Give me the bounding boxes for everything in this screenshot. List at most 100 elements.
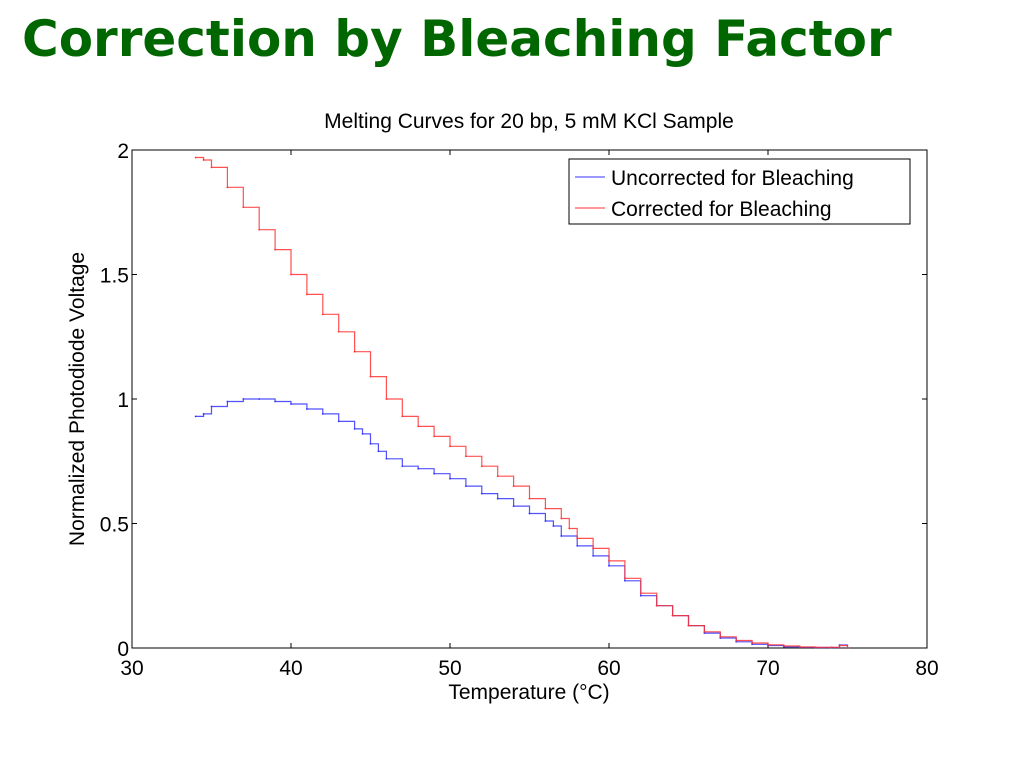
data-point-uncorrected bbox=[624, 579, 626, 582]
data-point-corrected bbox=[767, 643, 769, 646]
data-point-uncorrected bbox=[385, 457, 388, 460]
data-point-uncorrected bbox=[449, 477, 451, 480]
y-axis-label: Normalized Photodiode Voltage bbox=[66, 252, 89, 546]
data-point-uncorrected bbox=[361, 432, 364, 435]
data-point-uncorrected bbox=[512, 505, 515, 507]
data-point-uncorrected bbox=[576, 545, 579, 547]
data-point-corrected bbox=[465, 455, 467, 458]
series-line-corrected bbox=[195, 156, 849, 648]
data-point-corrected bbox=[624, 577, 626, 580]
data-point-uncorrected bbox=[337, 420, 340, 423]
data-point-corrected bbox=[592, 547, 594, 550]
data-point-corrected bbox=[512, 485, 515, 488]
data-point-corrected bbox=[353, 350, 356, 353]
data-point-corrected bbox=[417, 425, 420, 428]
data-point-corrected bbox=[576, 537, 579, 540]
data-point-uncorrected bbox=[226, 400, 229, 403]
data-point-corrected bbox=[838, 644, 841, 647]
x-tick-label: 70 bbox=[756, 657, 779, 680]
y-tick-label: 1 bbox=[117, 389, 129, 412]
data-point-corrected bbox=[258, 228, 261, 231]
data-point-uncorrected bbox=[258, 398, 261, 400]
data-point-corrected bbox=[846, 647, 849, 649]
data-point-corrected bbox=[655, 604, 658, 607]
data-point-corrected bbox=[321, 313, 324, 316]
data-point-uncorrected bbox=[544, 520, 547, 522]
data-point-corrected bbox=[719, 635, 722, 638]
x-axis-label: Temperature (°C) bbox=[448, 681, 609, 704]
data-point-corrected bbox=[401, 415, 404, 418]
data-point-corrected bbox=[544, 507, 547, 510]
y-tick-label: 0 bbox=[117, 638, 129, 661]
x-tick-label: 30 bbox=[120, 657, 143, 680]
data-point-corrected bbox=[560, 517, 563, 520]
data-point-corrected bbox=[608, 559, 610, 562]
y-tick-label: 0.5 bbox=[100, 514, 129, 537]
chart-title: Melting Curves for 20 bp, 5 mM KCl Sampl… bbox=[324, 110, 734, 133]
data-point-uncorrected bbox=[321, 413, 324, 415]
data-point-corrected bbox=[671, 614, 674, 617]
legend: Uncorrected for Bleaching Corrected for … bbox=[568, 158, 911, 225]
data-point-uncorrected bbox=[290, 403, 292, 405]
data-point-corrected bbox=[783, 645, 785, 647]
x-tick-label: 40 bbox=[279, 657, 302, 680]
data-point-uncorrected bbox=[202, 413, 205, 415]
x-tick-label: 50 bbox=[438, 657, 461, 680]
data-point-corrected bbox=[290, 273, 292, 276]
data-point-corrected bbox=[449, 445, 451, 448]
data-point-corrected bbox=[751, 642, 753, 644]
data-point-corrected bbox=[242, 206, 245, 209]
data-point-uncorrected bbox=[480, 492, 483, 495]
data-point-corrected bbox=[639, 592, 642, 595]
data-point-uncorrected bbox=[719, 637, 722, 639]
data-point-corrected bbox=[735, 639, 738, 642]
data-point-uncorrected bbox=[608, 564, 610, 567]
data-point-uncorrected bbox=[194, 415, 197, 418]
data-point-corrected bbox=[202, 159, 205, 161]
data-point-corrected bbox=[226, 186, 229, 189]
data-point-corrected bbox=[210, 166, 213, 169]
data-point-corrected bbox=[830, 646, 833, 649]
data-point-corrected bbox=[274, 248, 276, 251]
slide-title: Correction by Bleaching Factor bbox=[22, 10, 892, 68]
data-point-corrected bbox=[568, 527, 571, 530]
data-point-uncorrected bbox=[639, 594, 642, 597]
data-point-uncorrected bbox=[242, 398, 245, 400]
data-point-uncorrected bbox=[417, 467, 420, 470]
data-point-uncorrected bbox=[274, 400, 276, 403]
legend-label-corrected: Corrected for Bleaching bbox=[611, 198, 832, 221]
x-tick-label: 60 bbox=[597, 657, 620, 680]
data-point-uncorrected bbox=[592, 554, 594, 557]
data-point-uncorrected bbox=[210, 405, 213, 408]
data-point-uncorrected bbox=[306, 408, 308, 410]
data-point-uncorrected bbox=[496, 497, 499, 500]
legend-box bbox=[568, 158, 911, 225]
data-point-corrected bbox=[798, 646, 801, 648]
data-point-corrected bbox=[194, 156, 197, 159]
data-point-corrected bbox=[385, 398, 388, 400]
x-tick-label: 80 bbox=[915, 657, 938, 680]
data-point-uncorrected bbox=[528, 512, 531, 515]
data-point-corrected bbox=[433, 435, 435, 438]
data-point-corrected bbox=[337, 330, 340, 333]
y-tick-label: 1.5 bbox=[100, 265, 129, 288]
data-point-uncorrected bbox=[433, 472, 435, 475]
data-point-uncorrected bbox=[369, 442, 372, 445]
data-point-uncorrected bbox=[353, 427, 356, 430]
series-layer bbox=[194, 156, 849, 649]
data-point-corrected bbox=[496, 475, 499, 478]
data-point-corrected bbox=[306, 293, 308, 296]
data-point-uncorrected bbox=[401, 465, 404, 468]
data-point-corrected bbox=[369, 375, 372, 378]
data-point-uncorrected bbox=[377, 450, 380, 453]
data-point-corrected bbox=[480, 465, 483, 468]
data-point-uncorrected bbox=[552, 525, 555, 527]
data-point-uncorrected bbox=[465, 485, 467, 488]
data-point-uncorrected bbox=[735, 640, 738, 643]
y-tick-label: 2 bbox=[117, 140, 129, 163]
data-point-corrected bbox=[814, 646, 817, 649]
data-point-corrected bbox=[528, 497, 531, 500]
data-point-corrected bbox=[687, 624, 690, 627]
data-point-uncorrected bbox=[560, 535, 563, 537]
